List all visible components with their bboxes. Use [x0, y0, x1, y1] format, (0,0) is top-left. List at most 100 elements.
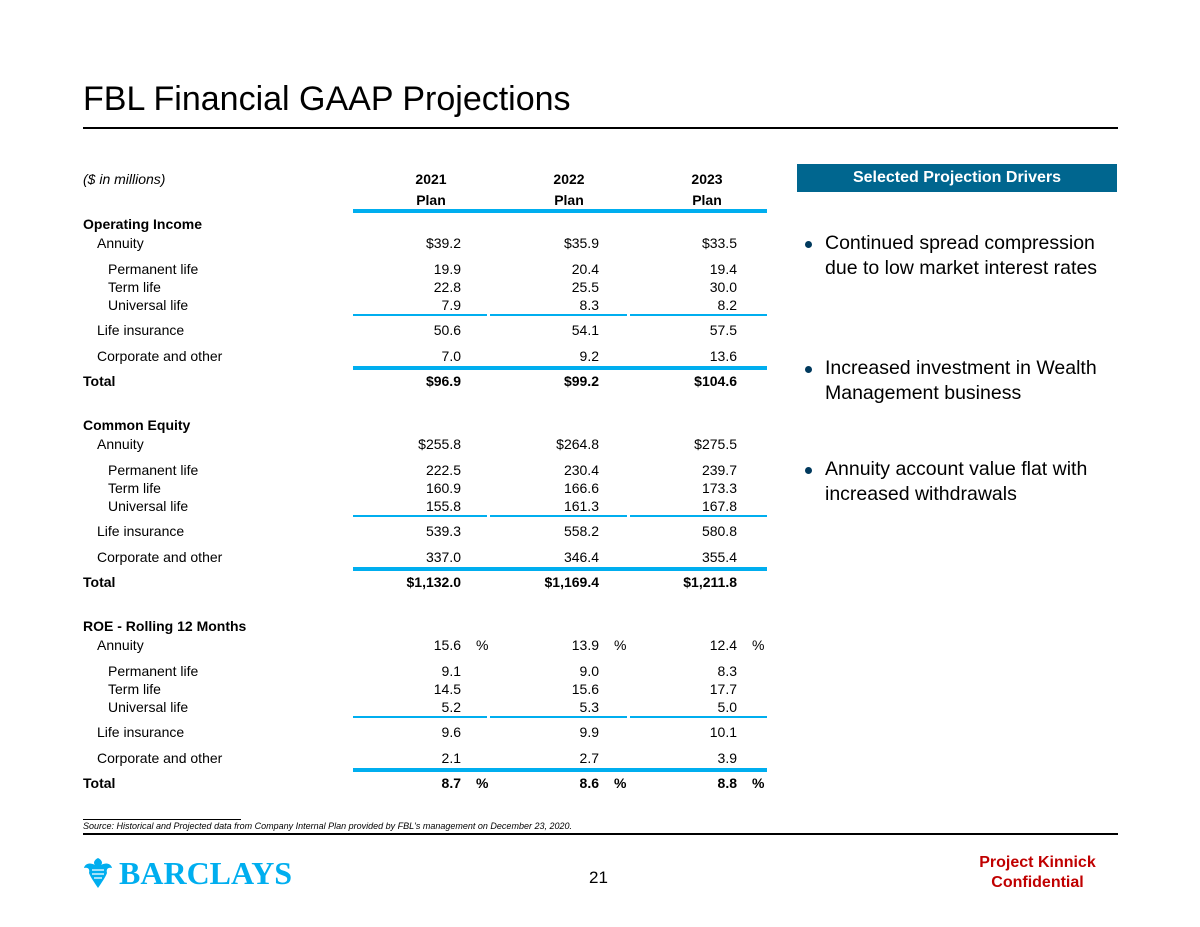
subtotal-rule — [353, 515, 487, 517]
cell-value: 166.6 — [563, 480, 599, 496]
total-rule — [353, 366, 767, 370]
cell-value: $255.8 — [418, 436, 461, 452]
cell-value: 8.3 — [717, 663, 737, 679]
cell-value: 222.5 — [425, 462, 461, 478]
section-heading: Common Equity — [83, 417, 191, 433]
cell-value: $264.8 — [556, 436, 599, 452]
cell-value: $1,169.4 — [544, 574, 600, 590]
cell-value: 9.6 — [441, 724, 461, 740]
cell-value: 9.2 — [579, 348, 599, 364]
cell-value: 17.7 — [709, 681, 737, 697]
cell-value: 346.4 — [563, 549, 599, 565]
header-rule — [353, 209, 767, 213]
cell-value: 20.4 — [571, 261, 599, 277]
cell-value: $99.2 — [563, 373, 599, 389]
cell-value: 15.6 — [571, 681, 599, 697]
cell-value: 25.5 — [571, 279, 599, 295]
percent-sign: % — [614, 775, 627, 791]
cell-value: 10.1 — [709, 724, 737, 740]
eagle-icon — [84, 858, 112, 888]
cell-value: 12.4 — [709, 637, 737, 653]
confidential-label: Project Kinnick Confidential — [979, 854, 1096, 891]
cell-value: 355.4 — [701, 549, 737, 565]
cell-value: 13.9 — [571, 637, 599, 653]
drivers-heading: Selected Projection Drivers — [797, 164, 1117, 192]
row-label: Annuity — [97, 436, 144, 452]
bullet-icon — [805, 467, 812, 474]
cell-value: 13.6 — [709, 348, 737, 364]
cell-value: 5.2 — [441, 699, 461, 715]
driver-bullet: Annuity account value flat with increase… — [805, 457, 1125, 507]
cell-value: 15.6 — [433, 637, 461, 653]
cell-value: $1,211.8 — [683, 574, 737, 590]
row-label: Corporate and other — [97, 348, 223, 364]
row-label: Annuity — [97, 235, 144, 251]
cell-value: 8.7 — [441, 775, 461, 791]
footer-divider — [83, 833, 1118, 835]
row-label: Corporate and other — [97, 549, 223, 565]
cell-value: 14.5 — [433, 681, 461, 697]
row-label: Universal life — [108, 297, 189, 313]
cell-value: $104.6 — [694, 373, 737, 389]
row-label: Term life — [108, 279, 161, 295]
row-label: Total — [83, 775, 116, 791]
section-heading: ROE - Rolling 12 Months — [83, 618, 247, 634]
cell-value: 5.3 — [579, 699, 599, 715]
cell-value: 173.3 — [701, 480, 737, 496]
percent-sign: % — [476, 637, 489, 653]
row-label: Annuity — [97, 637, 144, 653]
subtotal-rule — [630, 515, 767, 517]
percent-sign: % — [614, 637, 627, 653]
cell-value: $39.2 — [425, 235, 461, 251]
driver-bullet: Continued spread compression due to low … — [805, 231, 1125, 281]
row-label: Life insurance — [97, 322, 185, 338]
subtotal-rule — [490, 515, 627, 517]
barclays-logo: BARCLAYS — [83, 855, 292, 891]
cell-value: $33.5 — [701, 235, 737, 251]
column-sub: Plan — [416, 192, 446, 208]
row-label: Universal life — [108, 498, 189, 514]
subtotal-rule — [490, 314, 627, 316]
cell-value: 7.0 — [441, 348, 461, 364]
column-year: 2021 — [415, 171, 447, 187]
percent-sign: % — [752, 775, 765, 791]
row-label: Total — [83, 373, 116, 389]
cell-value: 230.4 — [563, 462, 599, 478]
section-heading: Operating Income — [83, 216, 203, 232]
source-divider — [83, 819, 241, 820]
cell-value: 9.9 — [579, 724, 599, 740]
row-label: Universal life — [108, 699, 189, 715]
source-note: Source: Historical and Projected data fr… — [83, 821, 572, 831]
page-title: FBL Financial GAAP Projections — [83, 80, 571, 118]
driver-bullet: Increased investment in Wealth Managemen… — [805, 356, 1125, 406]
subtotal-rule — [630, 716, 767, 718]
row-label: Term life — [108, 681, 161, 697]
cell-value: 8.8 — [717, 775, 737, 791]
cell-value: 30.0 — [709, 279, 737, 295]
cell-value: 8.2 — [717, 297, 737, 313]
cell-value: 57.5 — [709, 322, 737, 338]
row-label: Permanent life — [108, 663, 199, 679]
row-label: Permanent life — [108, 261, 199, 277]
row-label: Corporate and other — [97, 750, 223, 766]
total-rule — [353, 567, 767, 571]
column-sub: Plan — [692, 192, 722, 208]
cell-value: 580.8 — [701, 523, 737, 539]
cell-value: 54.1 — [571, 322, 599, 338]
percent-sign: % — [476, 775, 489, 791]
cell-value: 22.8 — [433, 279, 461, 295]
cell-value: 9.0 — [579, 663, 599, 679]
cell-value: 2.7 — [579, 750, 599, 766]
cell-value: 558.2 — [563, 523, 599, 539]
units-label: ($ in millions) — [83, 171, 166, 187]
row-label: Life insurance — [97, 523, 185, 539]
cell-value: 167.8 — [701, 498, 737, 514]
cell-value: 160.9 — [425, 480, 461, 496]
cell-value: 19.4 — [709, 261, 737, 277]
cell-value: 50.6 — [433, 322, 461, 338]
cell-value: 239.7 — [701, 462, 737, 478]
row-label: Life insurance — [97, 724, 185, 740]
subtotal-rule — [353, 716, 487, 718]
column-sub: Plan — [554, 192, 584, 208]
cell-value: $1,132.0 — [406, 574, 462, 590]
